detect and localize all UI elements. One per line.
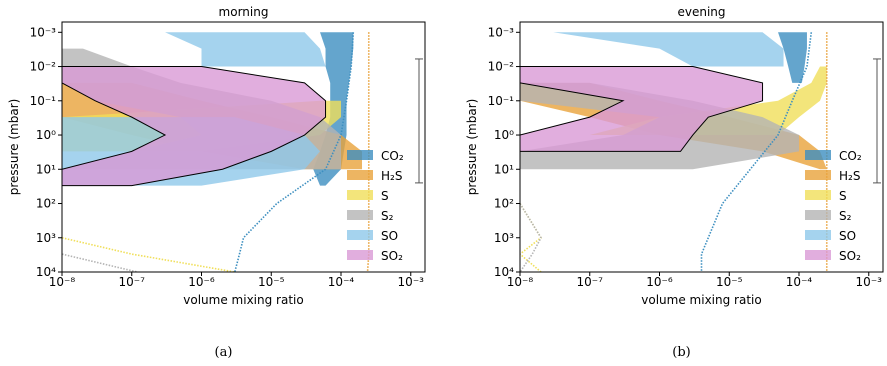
plot-area: [520, 32, 828, 272]
legend-label: SO₂: [381, 249, 403, 263]
x-tick-label: 10⁻⁵: [716, 275, 743, 289]
y-tick-label: 10⁻¹: [30, 94, 57, 108]
legend-label: S₂: [381, 209, 394, 223]
legend-label: S₂: [839, 209, 852, 223]
y-tick-label: 10¹: [494, 162, 514, 176]
legend-swatch: [347, 230, 373, 240]
chart-title: evening: [677, 5, 725, 19]
band: [520, 66, 764, 152]
x-tick-label: 10⁻³: [856, 275, 883, 289]
plot-area: [62, 32, 370, 272]
legend-label: SO: [839, 229, 856, 243]
legend-label: H₂S: [839, 169, 860, 183]
profile-line: [520, 203, 543, 272]
legend-swatch: [805, 170, 831, 180]
y-tick-label: 10⁻³: [488, 25, 515, 39]
legend-label: H₂S: [381, 169, 402, 183]
profile-line: [62, 253, 138, 272]
x-tick-label: 10⁻⁵: [258, 275, 285, 289]
x-axis-label: volume mixing ratio: [183, 293, 303, 307]
x-tick-label: 10⁻⁷: [577, 275, 604, 289]
y-tick-label: 10²: [494, 197, 514, 211]
band: [553, 32, 784, 67]
y-tick-label: 10⁰: [36, 128, 56, 142]
x-tick-label: 10⁻⁴: [786, 275, 813, 289]
y-tick-label: 10⁻³: [30, 25, 57, 39]
y-tick-label: 10⁴: [36, 265, 56, 279]
profile-line: [366, 32, 370, 272]
legend-swatch: [347, 250, 373, 260]
y-tick-label: 10⁰: [494, 128, 514, 142]
x-tick-label: 10⁻⁶: [188, 275, 215, 289]
plot-frame: [61, 21, 426, 273]
x-tick-label: 10⁻⁸: [49, 275, 76, 289]
band: [589, 66, 827, 136]
y-tick-label: 10¹: [36, 162, 56, 176]
x-tick-label: 10⁻⁸: [507, 275, 534, 289]
legend-swatch: [805, 230, 831, 240]
x-tick-label: 10⁻⁶: [646, 275, 673, 289]
band: [165, 32, 326, 67]
profile-line: [234, 32, 355, 272]
x-tick-label: 10⁻⁴: [328, 275, 355, 289]
y-axis-label: pressure (mbar): [7, 99, 21, 196]
legend-label: CO₂: [381, 149, 404, 163]
x-tick-label: 10⁻³: [398, 275, 425, 289]
y-tick-label: 10⁻²: [30, 60, 57, 74]
legend-swatch: [347, 190, 373, 200]
legend-swatch: [805, 250, 831, 260]
x-tick-label: 10⁻⁷: [119, 275, 146, 289]
chart-title: morning: [219, 5, 269, 19]
band: [62, 66, 327, 187]
legend-swatch: [805, 190, 831, 200]
y-tick-label: 10³: [494, 231, 514, 245]
profile-line: [62, 236, 235, 272]
plot-frame: [519, 21, 884, 273]
caption: (a): [215, 345, 233, 360]
band: [778, 32, 807, 83]
y-tick-label: 10⁴: [494, 265, 514, 279]
legend-swatch: [347, 170, 373, 180]
legend-swatch: [347, 150, 373, 160]
legend-label: S: [839, 189, 847, 203]
legend-label: CO₂: [839, 149, 862, 163]
legend-label: SO: [381, 229, 398, 243]
legend-label: SO₂: [839, 249, 861, 263]
profile-line: [520, 203, 542, 272]
caption: (b): [672, 345, 690, 360]
legend-label: S: [381, 189, 389, 203]
legend-swatch: [805, 210, 831, 220]
y-axis-label: pressure (mbar): [465, 99, 479, 196]
y-tick-label: 10⁻¹: [488, 94, 515, 108]
y-tick-label: 10²: [36, 197, 56, 211]
y-tick-label: 10⁻²: [488, 60, 515, 74]
legend-swatch: [347, 210, 373, 220]
legend-swatch: [805, 150, 831, 160]
y-tick-label: 10³: [36, 231, 56, 245]
x-axis-label: volume mixing ratio: [641, 293, 761, 307]
